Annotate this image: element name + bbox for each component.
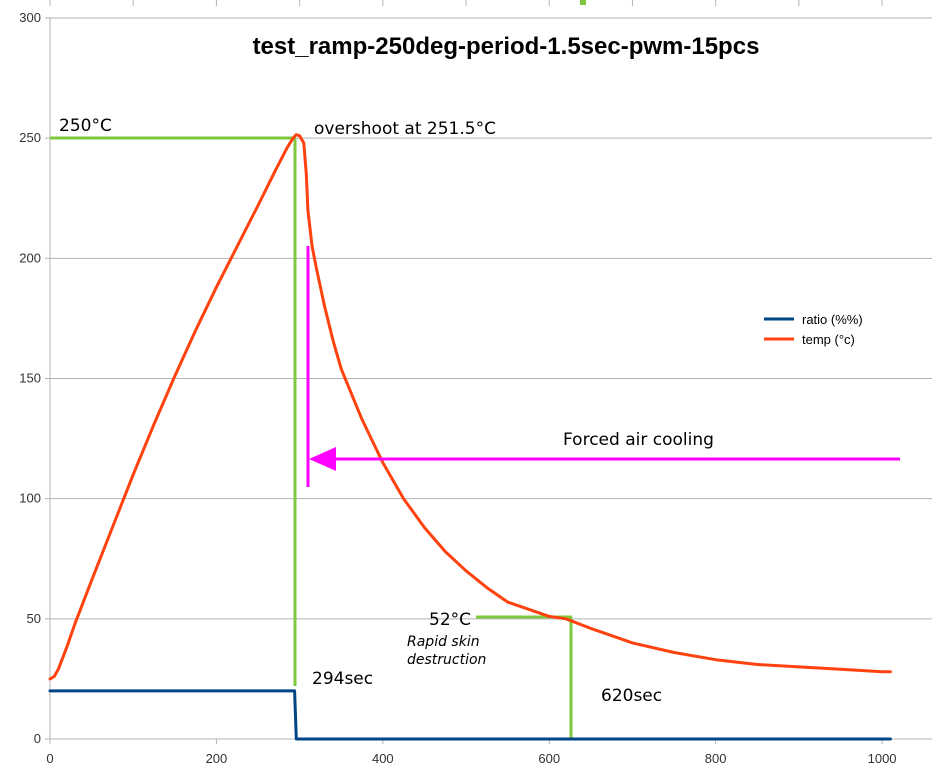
x-axis-ticks: 0 200 400 600 800 1000 (46, 739, 897, 766)
annotation-52c: 52°C (429, 610, 471, 630)
y-tick-label: 300 (19, 10, 41, 25)
series-line-temp (48, 133, 892, 681)
x-tick-label: 800 (705, 751, 727, 766)
annotation-294sec: 294sec (312, 669, 373, 689)
y-axis-ticks: 0 50 100 150 200 250 300 (19, 10, 50, 746)
top-marker (580, 0, 586, 5)
legend: ratio (%%) temp (°c) (764, 312, 863, 347)
y-tick-label: 50 (27, 611, 41, 626)
y-tick-label: 0 (34, 731, 41, 746)
legend-label-temp: temp (°c) (802, 332, 855, 347)
y-tick-label: 200 (19, 250, 41, 265)
x-tick-label: 0 (46, 751, 53, 766)
series-layer (48, 133, 892, 741)
legend-label-ratio: ratio (%%) (802, 312, 863, 327)
annotation-destruction: destruction (407, 652, 486, 668)
annotation-overshoot: overshoot at 251.5°C (314, 119, 496, 139)
annotation-lines (50, 136, 573, 740)
y-tick-label: 150 (19, 371, 41, 386)
annotation-forced-air: Forced air cooling (563, 430, 714, 450)
y-tick-label: 250 (19, 130, 41, 145)
x-tick-label: 1000 (868, 751, 897, 766)
forced-air-arrow-head (309, 447, 336, 471)
annotation-rapid-skin: Rapid skin (407, 634, 480, 650)
annotation-250c: 250°C (59, 116, 112, 136)
series-line-ratio (48, 689, 892, 741)
chart-title: test_ramp-250deg-period-1.5sec-pwm-15pcs (253, 33, 760, 60)
annotation-620sec: 620sec (601, 686, 662, 706)
x-tick-label: 600 (538, 751, 560, 766)
x-tick-label: 400 (372, 751, 394, 766)
y-tick-label: 100 (19, 491, 41, 506)
x-tick-label: 200 (206, 751, 228, 766)
forced-air-arrow (306, 246, 900, 487)
